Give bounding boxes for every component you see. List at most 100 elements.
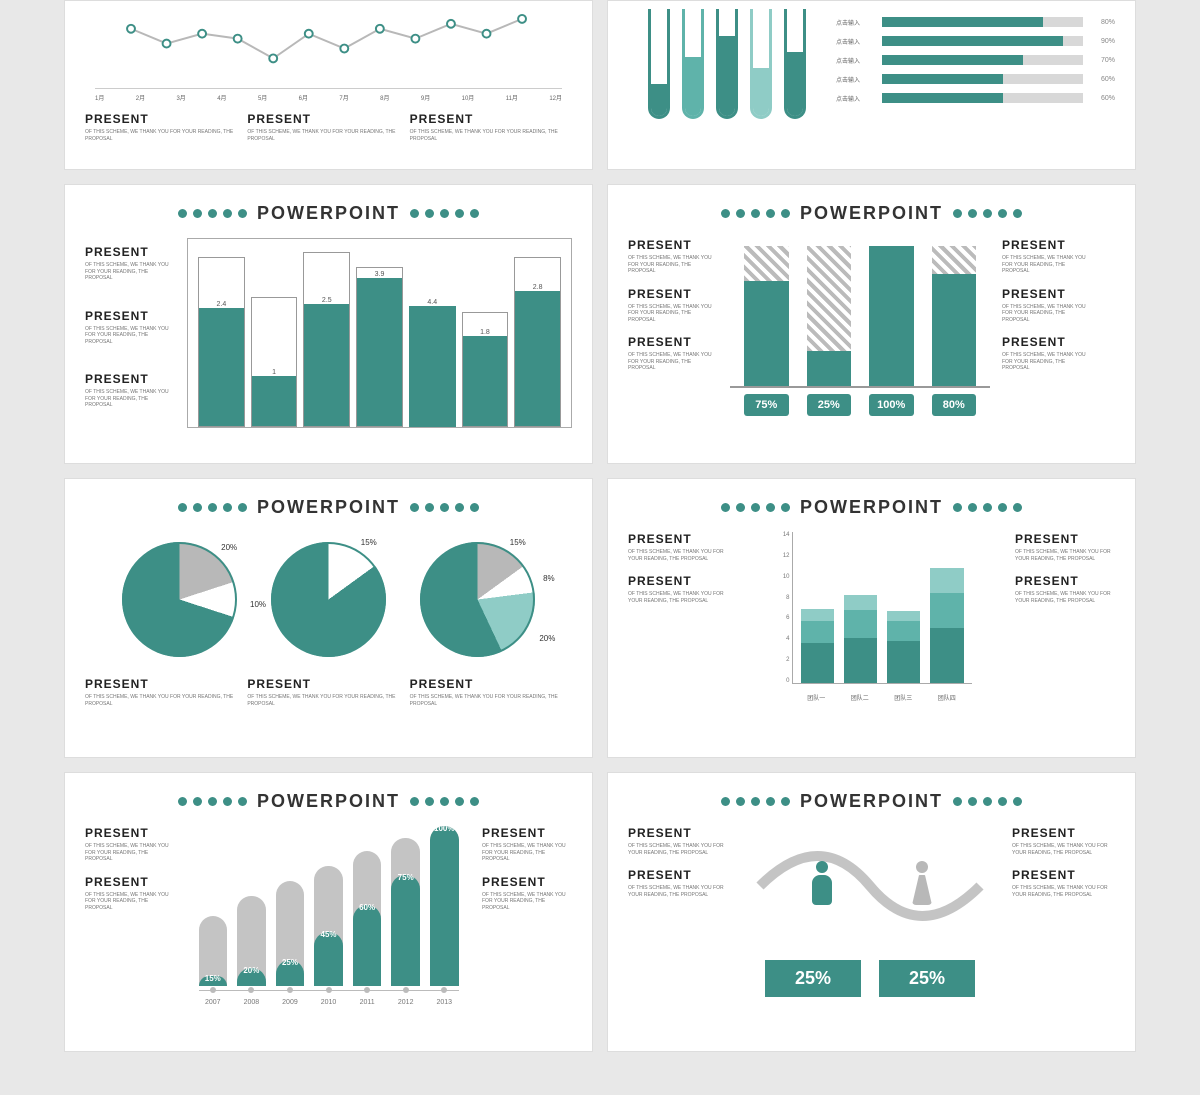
dot-icon [751,503,760,512]
bar-column: 1.8 [462,312,509,427]
present-title: PRESENT [1002,335,1092,349]
wave-path [740,826,1000,946]
slide-title: POWERPOINT [800,203,943,224]
present-block: PRESENT OF THIS SCHEME, WE THANK YOU FOR… [1002,335,1092,372]
year-tick: 2008 [237,991,266,1006]
dot-icon [440,209,449,218]
dot-icon [983,209,992,218]
dot-icon [178,797,187,806]
x-tick: 团队四 [930,693,964,702]
bar-value: 2.4 [199,301,244,308]
rounded-bar: 20% [237,896,266,986]
dot-icon [208,209,217,218]
present-subtitle: OF THIS SCHEME, WE THANK YOU FOR YOUR RE… [85,326,175,346]
present-subtitle: OF THIS SCHEME, WE THANK YOU FOR YOUR RE… [85,892,175,912]
rounded-bar: 45% [314,866,343,986]
present-side-left: PRESENT OF THIS SCHEME, WE THANK YOU FOR… [85,238,175,428]
present-block: PRESENT OF THIS SCHEME, WE THANK YOU FOR… [85,677,247,707]
bar-column: 2.8 [514,257,561,427]
line-path [95,9,562,88]
present-block: PRESENT OF THIS SCHEME, WE THANK YOU FOR… [85,826,175,863]
dot-icon [721,209,730,218]
present-title: PRESENT [247,677,409,691]
dot-icon [968,503,977,512]
present-subtitle: OF THIS SCHEME, WE THANK YOU FOR YOUR RE… [628,255,718,275]
present-subtitle: OF THIS SCHEME, WE THANK YOU FOR YOUR RE… [85,129,247,142]
slide-title: POWERPOINT [257,791,400,812]
present-subtitle: OF THIS SCHEME, WE THANK YOU FOR YOUR RE… [628,591,728,604]
hbar-row: 点击输入 60% [836,93,1115,103]
present-block: PRESENT OF THIS SCHEME, WE THANK YOU FOR… [482,875,572,912]
present-block: PRESENT OF THIS SCHEME, WE THANK YOU FOR… [628,868,728,898]
present-side-right: PRESENT OF THIS SCHEME, WE THANK YOU FOR… [1015,532,1115,616]
present-subtitle: OF THIS SCHEME, WE THANK YOU FOR YOUR RE… [1015,591,1115,604]
rounded-bar-chart: 15% 20% 25% 45% 60% 75% 100% 20072008200… [199,826,459,1006]
present-block: PRESENT OF THIS SCHEME, WE THANK YOU FOR… [85,112,247,142]
present-block: PRESENT OF THIS SCHEME, WE THANK YOU FOR… [1015,574,1115,604]
dot-icon [998,503,1007,512]
slide-tubes: 点击输入 80% 点击输入 90% 点击输入 70% 点击输入 60% 点击输入… [607,0,1136,170]
dots-left [721,503,790,512]
dot-icon [781,797,790,806]
present-side-left: PRESENT OF THIS SCHEME, WE THANK YOU FOR… [628,238,718,384]
bar-value: 2.5 [304,297,349,304]
bar-box: 1.8 [462,312,509,427]
pie-chart: 20%10% [122,542,237,657]
dots-left [721,797,790,806]
present-title: PRESENT [247,112,409,126]
present-side-right: PRESENT OF THIS SCHEME, WE THANK YOU FOR… [482,826,572,923]
present-block: PRESENT OF THIS SCHEME, WE THANK YOU FOR… [628,287,718,324]
present-subtitle: OF THIS SCHEME, WE THANK YOU FOR YOUR RE… [85,843,175,863]
dot-icon [983,797,992,806]
dot-icon [223,209,232,218]
present-subtitle: OF THIS SCHEME, WE THANK YOU FOR YOUR RE… [85,262,175,282]
people-infographic: 25% 25% [740,826,1000,997]
slide-title-row: POWERPOINT [628,203,1115,224]
dot-icon [455,797,464,806]
present-title: PRESENT [85,309,175,323]
present-side-right: PRESENT OF THIS SCHEME, WE THANK YOU FOR… [1002,238,1092,384]
male-icon [810,861,834,905]
dot-icon [238,797,247,806]
test-tube [648,9,670,119]
y-tick: 4 [772,636,790,642]
x-tick: 1月 [95,93,104,102]
slide-rounded-bars: POWERPOINT PRESENT OF THIS SCHEME, WE TH… [64,772,593,1052]
dot-icon [470,503,479,512]
present-title: PRESENT [85,875,175,889]
present-subtitle: OF THIS SCHEME, WE THANK YOU FOR YOUR RE… [482,892,572,912]
dot-icon [208,797,217,806]
bar-value: 1.8 [463,329,508,336]
present-title: PRESENT [85,677,247,691]
dot-icon [751,797,760,806]
dots-right [410,209,479,218]
present-subtitle: OF THIS SCHEME, WE THANK YOU FOR YOUR RE… [247,694,409,707]
x-tick: 12月 [549,93,562,102]
dot-icon [766,503,775,512]
hbar-track [882,36,1083,46]
bar-value: 4.4 [409,299,456,306]
present-title: PRESENT [628,287,718,301]
present-side-left: PRESENT OF THIS SCHEME, WE THANK YOU FOR… [628,532,728,616]
dot-icon [968,209,977,218]
present-title: PRESENT [482,826,572,840]
present-block: PRESENT OF THIS SCHEME, WE THANK YOU FOR… [85,309,175,346]
dots-right [953,209,1022,218]
bar-column: 4.4 [409,299,456,427]
present-block: PRESENT OF THIS SCHEME, WE THANK YOU FOR… [410,112,572,142]
hbar-value: 80% [1089,19,1115,26]
y-tick: 0 [772,678,790,684]
present-title: PRESENT [628,238,718,252]
bar-box: 2.5 [303,252,350,427]
present-subtitle: OF THIS SCHEME, WE THANK YOU FOR YOUR RE… [85,694,247,707]
pct-badge: 75% [744,394,789,416]
dot-icon [998,209,1007,218]
present-title: PRESENT [85,372,175,386]
bar-box: 1 [251,297,298,427]
present-title: PRESENT [410,112,572,126]
slide-title-row: POWERPOINT [85,791,572,812]
pie-label: 10% [250,600,266,609]
present-block: PRESENT OF THIS SCHEME, WE THANK YOU FOR… [628,238,718,275]
test-tube [784,9,806,119]
rounded-bar: 100% [430,826,459,986]
